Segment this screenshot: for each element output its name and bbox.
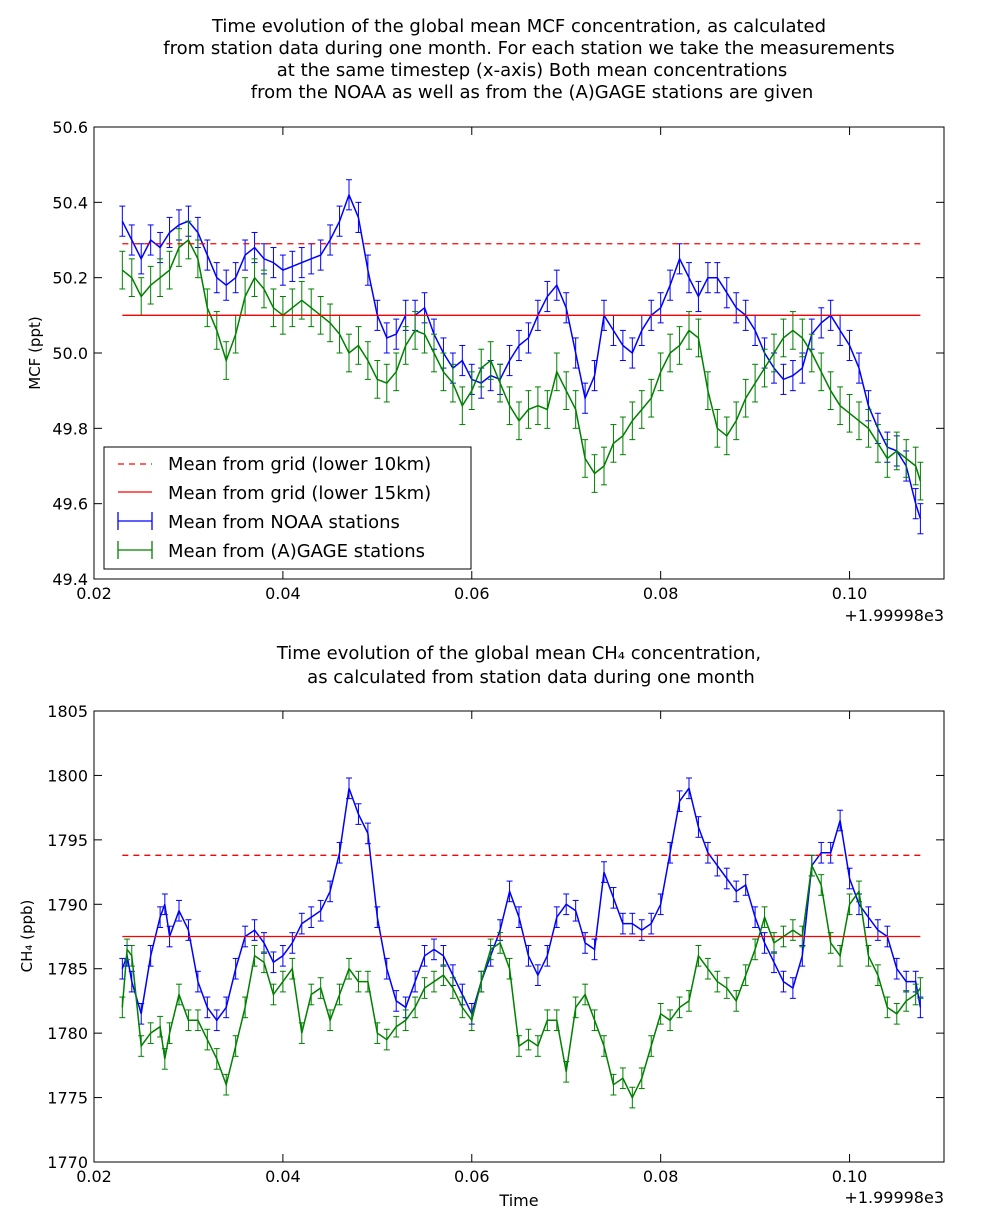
ch4-x-tick-label: 0.04 — [265, 1167, 301, 1186]
ch4-x-tick-label: 0.10 — [832, 1167, 868, 1186]
ch4-y-tick-label: 1785 — [47, 960, 88, 979]
mcf-title: Time evolution of the global mean MCF co… — [163, 16, 894, 103]
ch4-y-tick-label: 1770 — [47, 1153, 88, 1172]
mcf-series-line-0 — [121, 192, 922, 519]
ch4-x-tick-label: 0.08 — [643, 1167, 679, 1186]
mcf-y-tick-label: 50.2 — [52, 269, 88, 288]
ch4-series-line-1 — [121, 863, 922, 1100]
mcf-series-line-1 — [121, 238, 922, 482]
ch4-x-axis-label: Time — [498, 1191, 538, 1210]
mcf-x-tick-label: 0.08 — [643, 584, 679, 603]
legend-box — [103, 446, 472, 570]
mcf-ticks: 0.02 0.04 0.06 0.08 0.10 49.4 49.6 49.8 50.0 50.2… — [52, 118, 944, 603]
ch4-x-tick-label: 0.06 — [454, 1167, 490, 1186]
mcf-legend: Mean from grid (lower 10km) Mean from gr… — [103, 446, 472, 570]
ch4-title-line-2: as calculated from station data during o… — [307, 667, 755, 688]
legend-label-grid-15km: Mean from grid (lower 15km) — [168, 483, 431, 504]
ch4-plot-area — [119, 777, 924, 1109]
ch4-axes-frame — [93, 710, 945, 1163]
ch4-x-tick-label: 0.02 — [76, 1167, 112, 1186]
mcf-x-offset-label: +1.99998e3 — [844, 606, 944, 625]
mcf-x-tick-label: 0.02 — [76, 584, 112, 603]
mcf-x-tick-label: 0.10 — [832, 584, 868, 603]
ch4-y-axis-label: CH₄ (ppb) — [18, 900, 36, 973]
mcf-y-tick-label: 49.6 — [52, 495, 88, 514]
mcf-chart: Time evolution of the global mean MCF co… — [26, 16, 945, 625]
mcf-title-line-1: Time evolution of the global mean MCF co… — [211, 16, 826, 37]
mcf-title-line-4: from the NOAA as well as from the (A)GAG… — [251, 82, 813, 103]
mcf-x-tick-label: 0.04 — [265, 584, 301, 603]
mcf-title-line-3: at the same timestep (x-axis) Both mean … — [277, 60, 787, 81]
ch4-y-tick-label: 1800 — [47, 766, 88, 785]
ch4-series-0 — [119, 777, 924, 1032]
ch4-x-offset-label: +1.99998e3 — [844, 1188, 944, 1207]
mcf-y-tick-label: 49.4 — [52, 570, 88, 589]
legend-agage-swatch — [117, 541, 153, 559]
ch4-y-tick-label: 1795 — [47, 831, 88, 850]
mcf-series-0 — [119, 179, 924, 535]
ch4-ticks: 0.02 0.04 0.06 0.08 0.10 1770 1775 1780 1785 1790… — [47, 702, 944, 1186]
mcf-x-tick-label: 0.06 — [454, 584, 490, 603]
ch4-series-line-0 — [121, 786, 922, 1022]
legend-label-grid-10km: Mean from grid (lower 10km) — [168, 454, 431, 475]
mcf-y-tick-label: 50.0 — [52, 344, 88, 363]
ch4-y-tick-label: 1780 — [47, 1024, 88, 1043]
mcf-y-tick-label: 50.6 — [52, 118, 88, 137]
mcf-title-line-2: from station data during one month. For … — [163, 38, 894, 59]
mcf-y-tick-label: 50.4 — [52, 193, 88, 212]
ch4-y-tick-label: 1775 — [47, 1089, 88, 1108]
ch4-title-line-1: Time evolution of the global mean CH₄ co… — [276, 643, 761, 664]
ch4-series-1 — [119, 854, 924, 1109]
mcf-y-tick-label: 49.8 — [52, 419, 88, 438]
legend-label-agage: Mean from (A)GAGE stations — [168, 541, 425, 562]
mcf-y-axis-label: MCF (ppt) — [26, 316, 44, 389]
ch4-y-tick-label: 1805 — [47, 702, 88, 721]
mcf-plot-area — [119, 179, 924, 535]
legend-label-noaa: Mean from NOAA stations — [168, 512, 400, 533]
ch4-y-tick-label: 1790 — [47, 895, 88, 914]
ch4-title: Time evolution of the global mean CH₄ co… — [276, 643, 761, 688]
ch4-chart: Time evolution of the global mean CH₄ co… — [18, 643, 945, 1210]
legend-noaa-swatch — [117, 512, 153, 530]
